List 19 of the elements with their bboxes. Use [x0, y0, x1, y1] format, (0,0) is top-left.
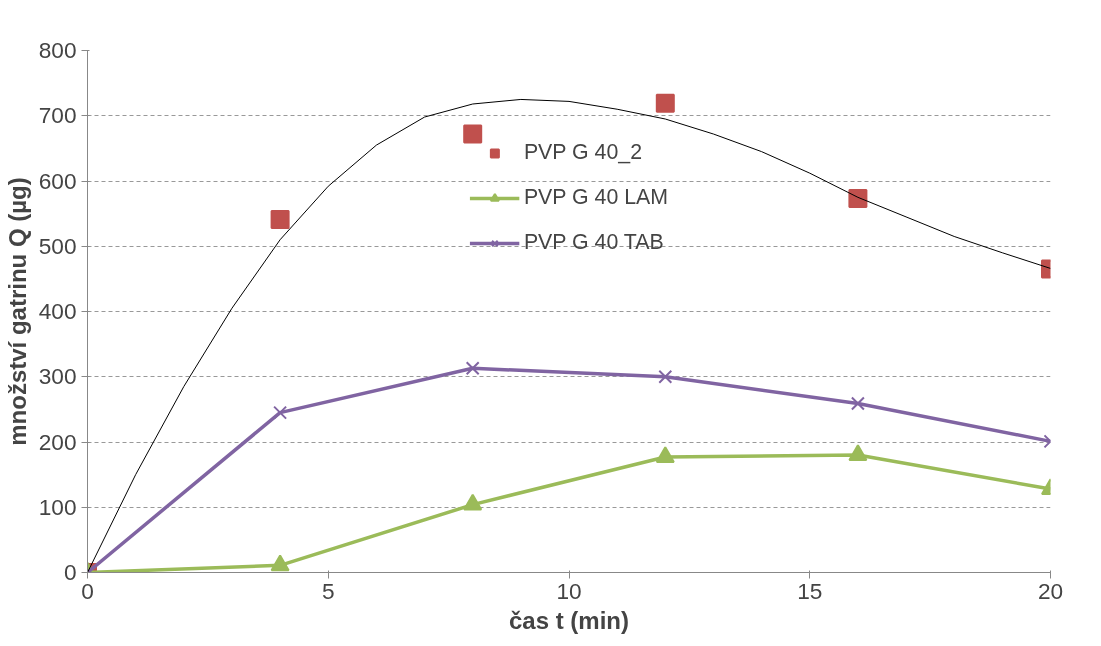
y-tick-label: 800: [38, 37, 77, 63]
x-axis-title: čas t (min): [508, 606, 630, 634]
y-tick-label: 300: [38, 363, 77, 390]
legend-label: PVP G 40 LAM: [523, 185, 669, 210]
legend-label: PVP G 40_2: [523, 140, 643, 165]
x-tick-label: 20: [1037, 577, 1064, 604]
y-axis-title: množství gatrinu Q (µg): [3, 177, 31, 446]
legend-label: PVP G 40 TAB: [523, 230, 664, 255]
x-tick-label: 5: [321, 577, 335, 604]
y-tick-label: 400: [38, 298, 77, 324]
x-tick-label: 15: [797, 577, 823, 604]
x-tick-label: 0: [81, 577, 94, 604]
y-tick-label: 600: [38, 167, 77, 194]
y-tick-label: 200: [38, 428, 77, 455]
y-tick-label: 0: [63, 559, 77, 585]
y-tick-label: 100: [38, 493, 77, 520]
y-tick-label: 500: [38, 232, 77, 259]
x-tick-label: 10: [556, 577, 582, 604]
y-tick-label: 700: [38, 102, 77, 129]
